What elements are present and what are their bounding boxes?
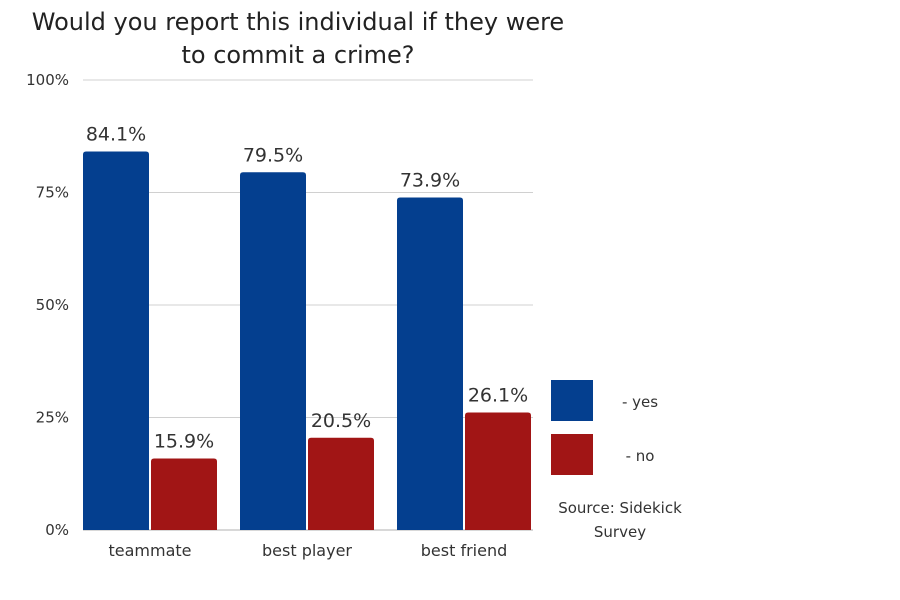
legend-label-yes: - yes <box>622 393 658 411</box>
data-label: 15.9% <box>154 430 214 452</box>
bar-yes-best-player <box>240 172 306 530</box>
data-label: 79.5% <box>243 144 303 166</box>
bar-yes-teammate <box>83 151 149 531</box>
bars <box>83 151 531 531</box>
data-label: 20.5% <box>311 410 371 432</box>
y-tick-label: 0% <box>45 521 69 539</box>
chart-title: Would you report this individual if they… <box>32 8 564 69</box>
chart-title-line-1: Would you report this individual if they… <box>32 8 564 36</box>
y-axis-tick-labels: 0% 25% 50% 75% 100% <box>26 71 69 539</box>
x-axis-category-labels: teammate best player best friend <box>108 541 507 560</box>
legend-label-no: - no <box>626 447 655 465</box>
bar-yes-best-friend <box>397 197 463 530</box>
data-labels: 84.1% 15.9% 79.5% 20.5% 73.9% 26.1% <box>86 124 528 453</box>
bar-no-teammate <box>151 458 217 530</box>
y-tick-label: 50% <box>36 296 69 314</box>
y-tick-label: 25% <box>36 409 69 427</box>
bar-no-best-friend <box>465 412 531 530</box>
category-label-best-player: best player <box>262 541 352 560</box>
legend-swatch-yes <box>551 380 593 421</box>
bar-no-best-player <box>308 437 374 530</box>
data-label: 73.9% <box>400 169 460 191</box>
data-label: 84.1% <box>86 124 146 146</box>
data-label: 26.1% <box>468 385 528 407</box>
category-label-teammate: teammate <box>108 541 191 560</box>
y-tick-label: 75% <box>36 184 69 202</box>
chart-title-line-2: to commit a crime? <box>181 41 414 69</box>
legend-swatch-no <box>551 434 593 475</box>
y-tick-label: 100% <box>26 71 69 89</box>
category-label-best-friend: best friend <box>421 541 508 560</box>
legend: - yes - no <box>551 380 658 475</box>
source-line-2: Survey <box>594 523 646 541</box>
source-note: Source: Sidekick Survey <box>558 499 682 541</box>
source-line-1: Source: Sidekick <box>558 499 682 517</box>
